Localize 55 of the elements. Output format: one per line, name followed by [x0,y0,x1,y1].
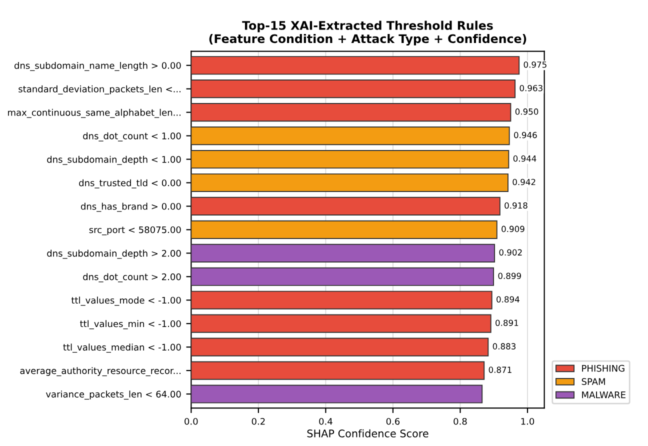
y-tick-label: dns_subdomain_name_length > 0.00 [14,62,181,71]
y-tick-label: dns_trusted_tld < 0.00 [79,179,181,188]
bar [191,103,512,122]
x-tick-label: 1.0 [521,418,534,425]
chart-title: Top-15 XAI-Extracted Threshold Rules (Feature Condition + Attack Type + Confidence) [209,20,526,46]
x-tick-label: 0.4 [319,418,332,425]
y-tick-label: dns_has_brand > 0.00 [80,202,181,212]
legend-label: MALWARE [582,392,626,398]
y-tick-label: max_continuous_same_alphabet_len... [8,108,180,118]
bar [191,56,520,75]
data-label: 0.918 [504,202,528,209]
y-tick-label: standard_deviation_packets_len <... [18,85,180,94]
data-label: 0.902 [499,249,522,256]
x-axis-title: SHAP Confidence Score [307,429,428,438]
data-label: 0.891 [496,320,518,326]
y-tick-label: ttl_values_min < -1.00 [80,320,181,330]
legend-label: PHISHING [582,364,624,372]
x-tick-label: 0.6 [386,418,400,425]
bar [191,126,510,146]
data-label: 0.899 [498,272,521,280]
x-tick-label: 0.8 [454,418,467,425]
y-tick-label: dns_subdomain_depth > 2.00 [47,250,181,259]
bar [191,267,494,286]
bar [191,196,500,216]
bar [191,361,485,380]
legend-label: SPAM [582,378,605,385]
data-label: 0.909 [502,226,524,232]
y-tick-label: src_port < 58075.00 [89,226,181,236]
data-label: 0.942 [512,178,536,186]
bar [191,290,492,310]
data-label: 0.944 [513,155,536,162]
y-tick-label: dns_subdomain_depth < 1.00 [47,156,181,165]
bar [191,384,483,404]
bar [191,338,489,356]
bar [191,220,498,239]
bar [191,80,516,98]
x-tick-label: 0.2 [252,418,265,425]
bar [191,173,508,192]
bar [191,150,510,169]
data-label: 0.950 [515,108,538,115]
y-tick-label: ttl_values_median < -1.00 [63,344,181,353]
x-tick-label: 0.0 [184,418,198,425]
data-label: 0.894 [496,296,520,303]
y-tick-label: dns_dot_count < 1.00 [83,132,181,142]
data-label: 0.975 [524,61,546,68]
y-tick-label: variance_packets_len < 64.00 [46,390,181,400]
data-label: 0.963 [520,84,542,92]
data-label: 0.883 [492,343,516,350]
y-tick-label: ttl_values_mode < -1.00 [71,296,181,306]
y-tick-label: average_authority_resource_recor... [20,367,180,376]
data-label: 0.946 [514,132,537,138]
bar [191,244,496,262]
bar [191,314,492,333]
data-label: 0.871 [488,366,512,373]
y-tick-label: dns_dot_count > 2.00 [83,273,181,282]
